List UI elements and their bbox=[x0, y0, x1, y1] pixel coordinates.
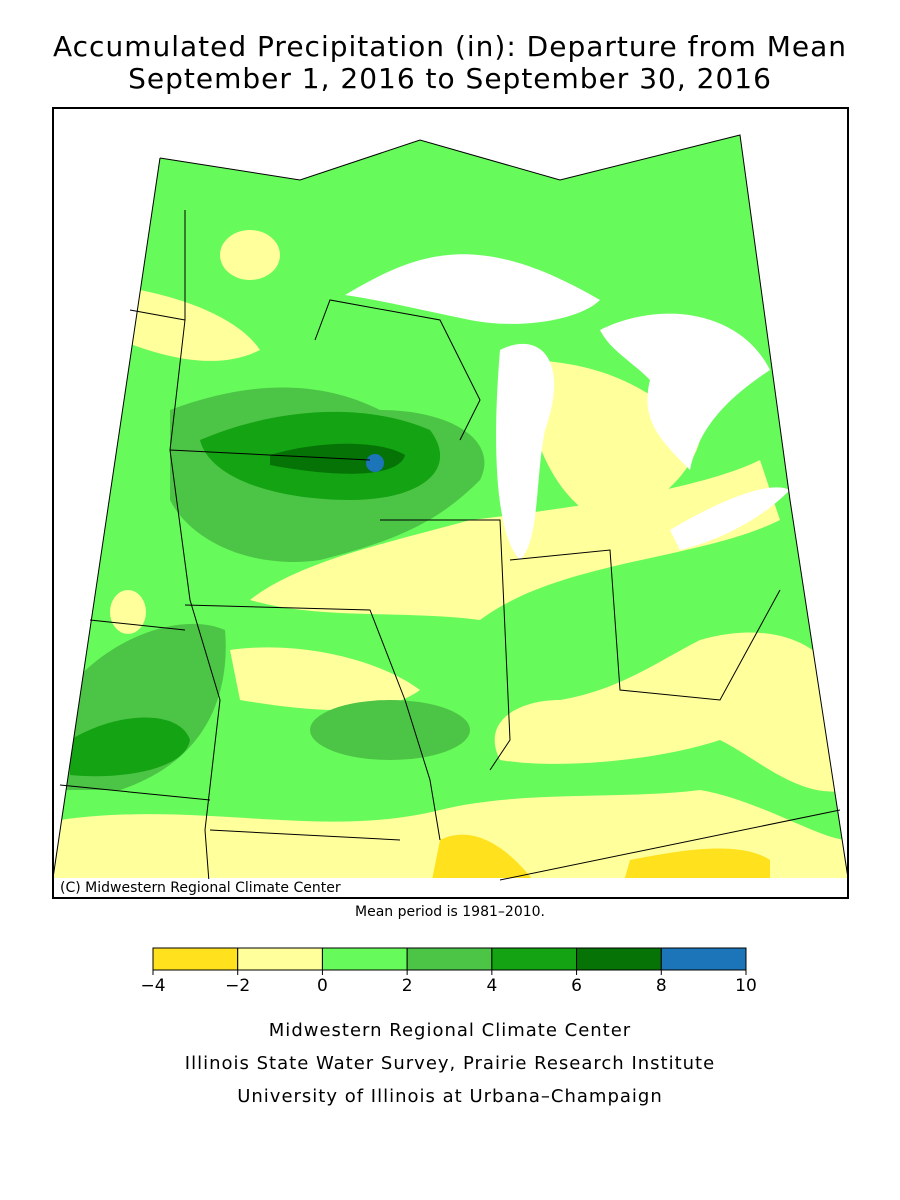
legend-swatch bbox=[321, 947, 408, 971]
legend-tick-label: 10 bbox=[735, 976, 757, 996]
legend: −4 −2 0 2 4 6 8 10 bbox=[140, 947, 757, 996]
legend-tick-label: −2 bbox=[225, 976, 250, 996]
map: (C) Midwestern Regional Climate Center bbox=[52, 107, 849, 899]
map-frame bbox=[52, 107, 849, 899]
legend-swatch bbox=[237, 947, 323, 971]
legend-tick-label: 8 bbox=[656, 976, 667, 996]
legend-swatch bbox=[660, 947, 747, 971]
legend-tick-label: 4 bbox=[486, 976, 497, 996]
copyright-box bbox=[55, 879, 338, 897]
legend-tick-label: 0 bbox=[317, 976, 328, 996]
legend-swatch bbox=[576, 947, 662, 971]
precip-field bbox=[53, 135, 848, 878]
legend-tick-label: −4 bbox=[140, 976, 165, 996]
legend-swatch bbox=[406, 947, 493, 971]
borders bbox=[52, 134, 849, 896]
footer-line: Illinois State Water Survey, Prairie Res… bbox=[185, 1053, 715, 1074]
legend-tick-label: 2 bbox=[402, 976, 413, 996]
legend-tick-label: 6 bbox=[571, 976, 582, 996]
title-line: September 1, 2016 to September 30, 2016 bbox=[128, 62, 772, 95]
legend-swatch bbox=[152, 947, 239, 971]
copyright: (C) Midwestern Regional Climate Center bbox=[60, 880, 341, 896]
title-line: Accumulated Precipitation (in): Departur… bbox=[53, 30, 847, 63]
footer-line: University of Illinois at Urbana–Champai… bbox=[237, 1086, 663, 1107]
mean-period-note: Mean period is 1981–2010. bbox=[355, 904, 545, 920]
footer-line: Midwestern Regional Climate Center bbox=[269, 1020, 631, 1041]
legend-swatch bbox=[491, 947, 578, 971]
